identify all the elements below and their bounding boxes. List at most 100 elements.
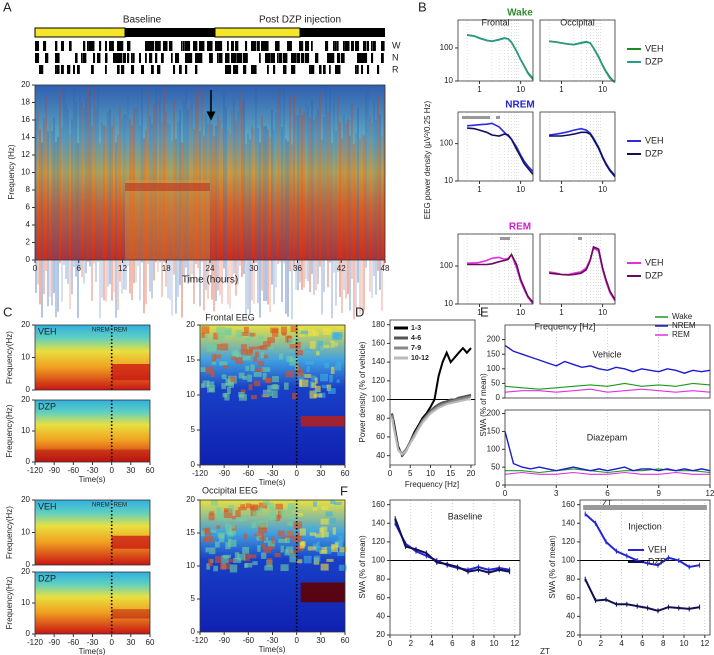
- hypnogram-bar: [265, 53, 268, 63]
- hypnogram-bar: [231, 41, 234, 51]
- hypnogram-bar: [185, 41, 188, 51]
- swa-curve: [504, 471, 710, 475]
- heatmap-texture: [334, 501, 342, 505]
- x-tick-label: 4: [429, 639, 434, 648]
- x-tick-label: 0: [109, 638, 114, 647]
- spectrogram-texture: [195, 89, 197, 265]
- heatmap-texture: [295, 369, 304, 377]
- hypnogram-bar: [131, 53, 133, 63]
- spectrogram-texture: [179, 110, 181, 286]
- spectrogram-texture: [333, 97, 335, 273]
- spectrogram-band: [125, 183, 210, 191]
- hypnogram-bar: [187, 53, 190, 63]
- heatmap-texture: [277, 530, 285, 537]
- spectrogram-texture: [347, 119, 349, 295]
- x-tick-label: 5: [408, 469, 413, 478]
- y-tick-label: 20: [376, 630, 385, 639]
- power-curve: [466, 34, 534, 81]
- hypnogram-bar: [81, 53, 83, 63]
- heatmap-texture: [265, 377, 271, 384]
- x-tick-label: 0: [109, 466, 114, 475]
- hypnogram-bar: [117, 53, 120, 63]
- spectrogram-texture: [107, 111, 109, 287]
- hypnogram-bar: [327, 53, 331, 63]
- heatmap-texture: [271, 390, 278, 399]
- x-tick-label: 0: [388, 639, 393, 648]
- heatmap-texture: [322, 327, 332, 335]
- spectrogram-texture: [83, 108, 85, 284]
- heatmap-texture: [247, 374, 253, 382]
- heatmap-texture: [307, 546, 317, 551]
- heatmap-texture: [255, 368, 264, 372]
- heatmap-texture: [271, 384, 280, 390]
- x-axis-title: Frequency [Hz]: [534, 321, 595, 331]
- hypnogram-bar: [293, 53, 296, 63]
- hypnogram-bar: [373, 41, 376, 51]
- spectrogram-texture: [351, 104, 353, 280]
- y-tick-label: 160: [562, 500, 576, 509]
- x-tick-label: 10: [426, 469, 435, 478]
- hypnogram-bar: [337, 41, 339, 51]
- heatmap-texture: [218, 512, 227, 521]
- legend-label: Wake: [672, 312, 693, 321]
- heatmap-texture: [252, 511, 257, 519]
- x-tick-label: -60: [68, 638, 80, 647]
- heatmap-texture: [283, 382, 289, 390]
- heatmap-texture: [299, 326, 305, 332]
- hypnogram-bar: [335, 41, 337, 51]
- hypnogram-bar: [233, 53, 236, 63]
- spectrogram-texture: [307, 106, 309, 282]
- heatmap-texture: [202, 380, 210, 388]
- spectrogram-texture: [55, 142, 57, 318]
- x-tick-label: 1: [477, 308, 482, 317]
- hypnogram-bar: [355, 41, 358, 51]
- hypnogram-bar: [225, 65, 228, 74]
- plot-title: Vehicle: [592, 349, 621, 359]
- spectrogram-texture: [241, 101, 243, 277]
- heatmap-band: [111, 609, 150, 619]
- heatmap-texture: [336, 361, 342, 365]
- y-axis-title: SWA (% of mean): [358, 535, 367, 599]
- hypnogram-bar: [61, 65, 64, 74]
- heatmap-texture: [269, 345, 273, 350]
- heatmap-texture: [297, 559, 303, 564]
- heatmap-texture: [253, 380, 261, 387]
- y-tick-label: 40: [376, 611, 385, 620]
- hypnogram-bar: [37, 41, 40, 51]
- heatmap-texture: [237, 553, 246, 561]
- hypnogram-bar: [333, 41, 335, 51]
- heatmap-texture: [267, 545, 275, 550]
- heatmap-texture: [288, 552, 296, 556]
- spectrogram-texture: [151, 123, 153, 299]
- hypnogram-bar: [337, 53, 341, 63]
- heatmap-texture: [209, 511, 214, 516]
- y-axis-title: Power density (% of vehicle): [358, 341, 367, 442]
- heatmap-rem: [111, 535, 150, 549]
- hypnogram-bar: [195, 41, 198, 51]
- y-tick-label: 100: [440, 261, 454, 270]
- spectrogram-texture: [213, 136, 215, 312]
- x-tick-label: 10: [598, 85, 607, 94]
- hypnogram-bar: [105, 41, 107, 51]
- row-title: Wake: [507, 8, 533, 19]
- heatmap-texture: [261, 367, 271, 372]
- x-tick-label: -120: [27, 466, 44, 475]
- heatmap-texture: [324, 546, 332, 554]
- y-tick-label: 140: [372, 518, 386, 527]
- heatmap-texture: [337, 326, 346, 330]
- heatmap-texture: [320, 563, 329, 571]
- heatmap-texture: [272, 376, 279, 383]
- spectrogram-texture: [371, 123, 373, 299]
- hypnogram-bar: [99, 41, 102, 51]
- x-tick-label: -90: [218, 636, 230, 645]
- hypnogram-bar: [309, 65, 311, 74]
- y-tick-label: 120: [372, 376, 386, 385]
- spectrogram-texture: [71, 119, 73, 295]
- hypnogram-bar: [77, 65, 80, 74]
- heatmap-texture: [206, 343, 216, 352]
- spectrogram-texture: [231, 109, 233, 285]
- heatmap-texture: [235, 510, 241, 518]
- x-tick-label: -120: [192, 469, 209, 478]
- hypnogram-bar: [261, 41, 265, 51]
